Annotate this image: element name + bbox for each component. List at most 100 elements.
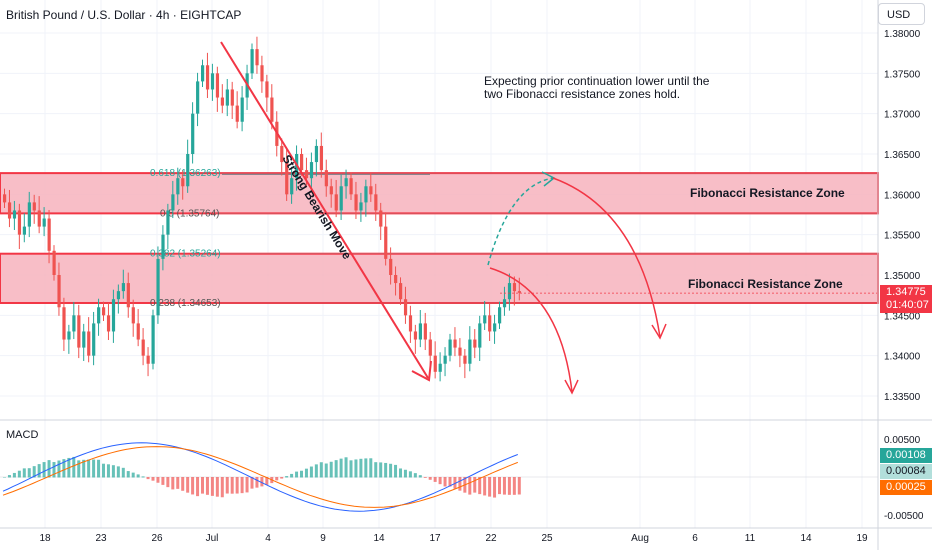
macd-histogram-bar [295,471,299,478]
candle-body [12,210,17,219]
bearish-arrowhead-2 [564,379,579,395]
macd-histogram-bar [201,477,204,494]
macd-histogram-bar [240,477,244,494]
candle-body [62,307,66,340]
candle-body [27,202,31,227]
candle-body [309,162,314,179]
macd-histogram-bar [166,477,170,488]
candle-body [151,315,155,364]
candle-body [423,323,427,340]
candle-body [468,339,472,364]
candle-body [250,49,254,74]
candle-body [171,194,175,211]
candle-body [384,226,388,259]
macd-histogram-bar [27,468,31,478]
candle-body [379,210,383,227]
candle-body [403,299,408,316]
macd-histogram-bar [329,461,333,478]
candle-body [52,250,56,275]
candle-body [478,323,482,348]
candle-body [433,355,437,372]
candle-body [463,355,467,364]
candle-body [37,210,41,227]
candle-body [106,315,111,332]
candle-body [235,105,239,122]
macd-title[interactable]: MACD [6,429,39,441]
macd-histogram-bar [116,466,120,478]
macd-histogram-bar [141,476,145,478]
candle-body [280,145,284,163]
macd-histogram-bar [131,472,135,478]
current-price: 1.34775 [886,286,926,298]
macd-histogram-bar [82,459,86,478]
upper-zone-label: Fibonacci Resistance Zone [690,186,845,200]
candle-body [512,283,517,292]
candle-body [17,210,22,235]
candle-body [428,339,432,356]
price-tick-label: 1.35500 [884,231,921,242]
macd-histogram-bar [72,456,76,478]
macd-histogram-bar [17,470,21,478]
macd-histogram-bar [146,477,150,480]
symbol-title[interactable]: British Pound / U.S. Dollar · 4h · EIGHT… [6,8,242,22]
macd-histogram-bar [171,477,175,490]
candle-body [3,194,7,203]
macd-histogram-bar [250,477,254,489]
macd-histogram-bar [488,477,492,497]
price-tick-label: 1.35000 [884,271,921,282]
bearish-trendline [220,41,429,379]
price-tick-label: 1.37500 [884,69,921,80]
candle-body [408,315,413,332]
candle-body [389,258,393,275]
fib-level-label: 0.238 (1.34653) [150,298,221,309]
candle-body [458,347,462,356]
candle-body [131,307,135,324]
macd-histogram-bar [354,459,358,478]
macd-histogram-bar [22,468,26,478]
macd-histogram-bar [255,477,259,488]
candle-body [418,323,422,340]
time-tick-label: 9 [320,533,326,544]
candle-body [116,291,121,300]
macd-histogram-bar [245,477,249,493]
candle-body [156,258,160,316]
candle-body [141,339,145,356]
candle-body [438,363,442,372]
macd-histogram-bar [285,476,289,478]
trendline-arrowhead [411,360,432,382]
macd-histogram-tag: 0.00108 [880,448,932,463]
price-tick-label: 1.33500 [884,392,921,403]
candle-body [121,283,125,292]
macd-histogram-bar [458,477,462,491]
candle-body [339,186,343,211]
candle-body [473,339,477,348]
macd-histogram-bar [235,477,239,494]
macd-histogram-bar [394,464,398,478]
macd-histogram-bar [260,477,264,487]
time-tick-label: 17 [429,533,441,544]
candle-body [260,65,264,82]
macd-histogram-bar [334,460,338,478]
countdown: 01:40:07 [886,299,929,311]
candle-body [369,186,373,195]
candle-body [488,315,492,332]
macd-histogram-bar [126,471,130,478]
candle-body [517,291,521,293]
candle-body [191,113,195,154]
macd-histogram-bar [97,459,101,478]
fib-zones: 0.618 (1.36263) 0.5 (1.35764) 0.382 (1.352… [0,168,879,309]
macd-histogram-bar [300,470,303,478]
macd-histogram-bar [324,463,328,478]
macd-histogram-bar [517,477,521,495]
macd-histogram-bar [453,477,457,489]
candle-body [87,331,91,356]
currency-button[interactable]: USD [878,3,925,25]
fib-level-label: 0.5 (1.35764) [160,208,220,219]
price-tick-label: 1.34000 [884,352,921,363]
macd-histogram-bar [3,477,6,478]
candle-body [354,194,358,211]
candle-body [255,49,259,66]
macd-signal-tag: 0.00025 [880,480,932,495]
